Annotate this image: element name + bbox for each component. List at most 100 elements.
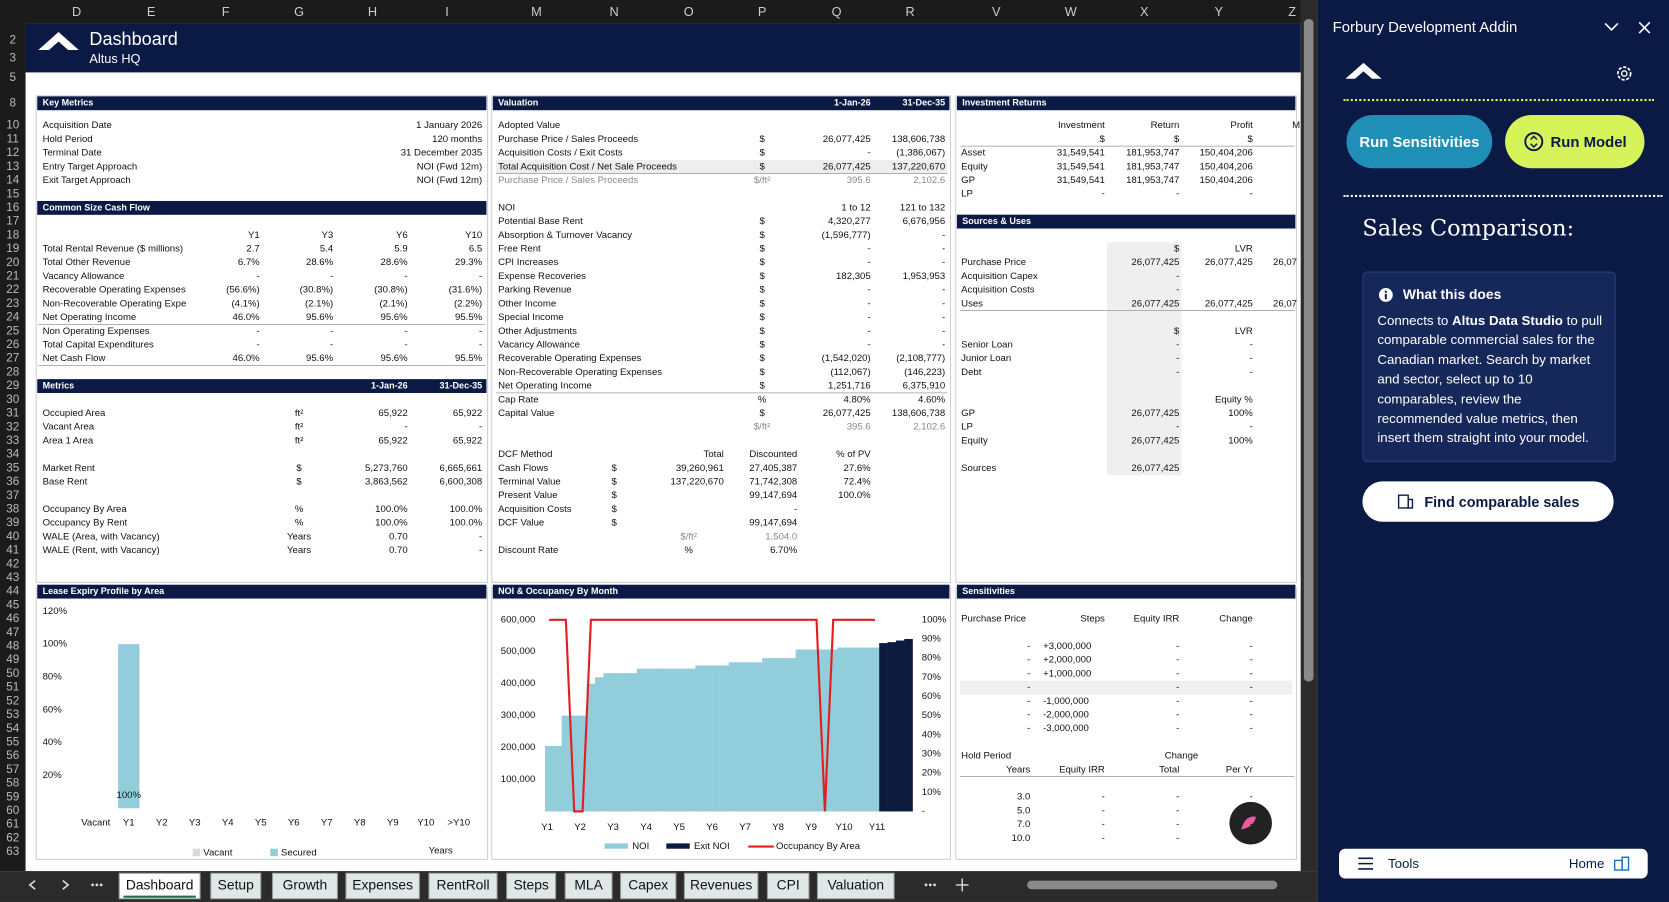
sheet-tab[interactable] xyxy=(564,872,613,900)
cell: - xyxy=(1176,819,1179,830)
cell: 4,320,277 xyxy=(828,216,871,227)
cell: 26,077,425 xyxy=(1131,257,1179,268)
x-tick-label: Y5 xyxy=(673,822,685,833)
cell: 7.0 xyxy=(1017,819,1030,830)
cell: Steps xyxy=(1080,614,1105,625)
cell: - xyxy=(257,271,260,282)
cell: % xyxy=(684,545,693,556)
add-sheet[interactable] xyxy=(955,878,969,892)
cell: 3.0 xyxy=(1017,792,1030,803)
cell: - xyxy=(330,339,333,350)
cell: Uses xyxy=(961,298,983,309)
bar xyxy=(636,668,646,812)
sheet-tab[interactable] xyxy=(816,872,895,900)
cell: 395.6 xyxy=(847,175,871,186)
row-number: 60 xyxy=(6,804,20,817)
tab-prev[interactable] xyxy=(28,880,36,890)
home-link[interactable]: Home xyxy=(1568,856,1605,872)
bar xyxy=(820,649,830,812)
sheet-tab[interactable] xyxy=(766,872,810,900)
y-tick-label: 500,000 xyxy=(501,646,536,657)
bar xyxy=(561,715,571,812)
column-header: G xyxy=(294,4,304,19)
cell: 65,922 xyxy=(378,435,407,446)
row-number: 21 xyxy=(6,270,19,283)
sheet-tab-label: Setup xyxy=(218,877,254,893)
tab-more[interactable] xyxy=(91,883,103,887)
cell: $ xyxy=(611,463,617,474)
cell: Change xyxy=(1165,751,1199,762)
tab-next[interactable] xyxy=(62,880,70,890)
cell: 1,504.0 xyxy=(765,531,797,542)
column-header: Z xyxy=(1288,4,1296,19)
cell: - xyxy=(1176,422,1179,433)
cell: Cap Rate xyxy=(498,394,538,405)
sheet-tab[interactable] xyxy=(271,872,338,900)
cell: - xyxy=(1176,367,1179,378)
sheet-tab[interactable] xyxy=(683,872,759,900)
bar xyxy=(895,640,905,812)
row-number: 59 xyxy=(6,790,19,803)
cell: 150,404,206 xyxy=(1200,161,1253,172)
row-number: 11 xyxy=(7,132,19,145)
bar xyxy=(728,662,738,812)
cell: 95.6% xyxy=(380,353,408,364)
cell: Base Rent xyxy=(43,477,88,488)
pane-controls[interactable] xyxy=(1597,20,1661,35)
cell: - xyxy=(479,422,482,433)
cell: Present Value xyxy=(498,490,557,501)
cell: - xyxy=(1176,339,1179,350)
cell: Sources xyxy=(961,463,996,474)
sheet-tab[interactable] xyxy=(210,872,262,900)
cell: Acquisition Costs xyxy=(961,285,1035,296)
settings-icon[interactable] xyxy=(1615,64,1634,83)
sheet-tab[interactable] xyxy=(620,872,677,900)
cell: - xyxy=(479,339,482,350)
tools-link[interactable]: Tools xyxy=(1387,856,1420,872)
cell: $ xyxy=(759,230,765,241)
cell: - xyxy=(257,326,260,337)
row-number: 42 xyxy=(6,557,19,570)
y-tick-label: 40% xyxy=(43,737,63,748)
data-label: 100% xyxy=(117,790,142,801)
cell: $ xyxy=(759,244,765,255)
run-model-button[interactable]: Run Model xyxy=(1505,115,1645,169)
tab-overflow[interactable] xyxy=(924,883,936,887)
cell: 65,922 xyxy=(453,408,482,419)
section-title: Valuation xyxy=(498,98,538,108)
cell: (2.1%) xyxy=(305,298,333,309)
x-tick-label: Y1 xyxy=(123,818,135,829)
find-comparable-button[interactable]: Find comparable sales xyxy=(1362,481,1614,522)
cell: Purchase Price / Sales Proceeds xyxy=(498,134,638,145)
sheet-tab[interactable] xyxy=(428,872,498,900)
bar xyxy=(762,658,771,812)
cell: Expense Recoveries xyxy=(498,271,586,282)
cell: (2,108,777) xyxy=(896,353,945,364)
y2-tick-label: - xyxy=(922,806,925,817)
h-scroll-thumb[interactable] xyxy=(1027,880,1278,890)
info-text-bold: Altus Data Studio xyxy=(1452,313,1563,328)
bar xyxy=(845,647,855,812)
menu-icon[interactable] xyxy=(1358,857,1374,870)
bar xyxy=(837,647,846,812)
cell: (4.1%) xyxy=(232,298,260,309)
run-sensitivities-button[interactable]: Run Sensitivities xyxy=(1346,115,1493,169)
cell: Vacancy Allowance xyxy=(498,339,580,350)
sheet-tab[interactable] xyxy=(345,872,420,900)
cell: $ xyxy=(759,148,765,159)
row-number: 3 xyxy=(10,52,17,65)
section-title: Sources & Uses xyxy=(962,216,1031,226)
section-header xyxy=(956,214,1296,229)
row-number: 36 xyxy=(6,475,19,488)
section-title: Investment Returns xyxy=(962,98,1046,108)
sheet-tab[interactable] xyxy=(506,872,557,900)
cell: WALE (Rent, with Vacancy) xyxy=(43,545,160,556)
cell: 4.80% xyxy=(844,394,872,405)
home-icon xyxy=(1614,856,1630,871)
cell: 0.70 xyxy=(389,531,408,542)
v-scroll-thumb[interactable] xyxy=(1303,19,1314,682)
cell: Free Rent xyxy=(498,244,541,255)
cell: Total xyxy=(1159,764,1179,775)
sheet-tab[interactable] xyxy=(118,872,201,900)
cell: - xyxy=(479,271,482,282)
